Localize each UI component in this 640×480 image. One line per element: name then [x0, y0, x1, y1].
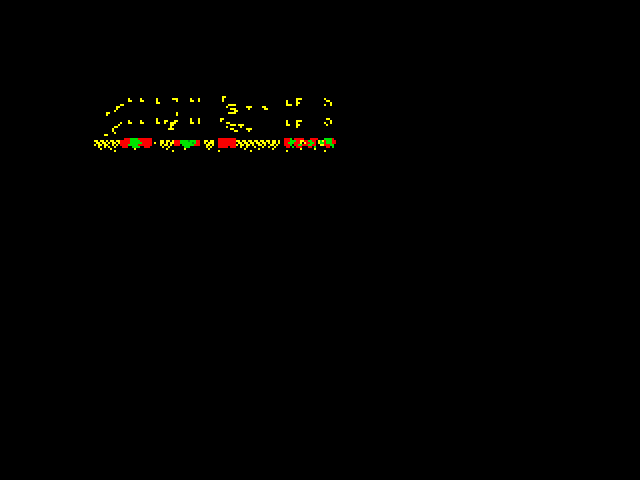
dos-game-screen	[94, 96, 336, 152]
glitch-pixel-art	[94, 96, 336, 152]
